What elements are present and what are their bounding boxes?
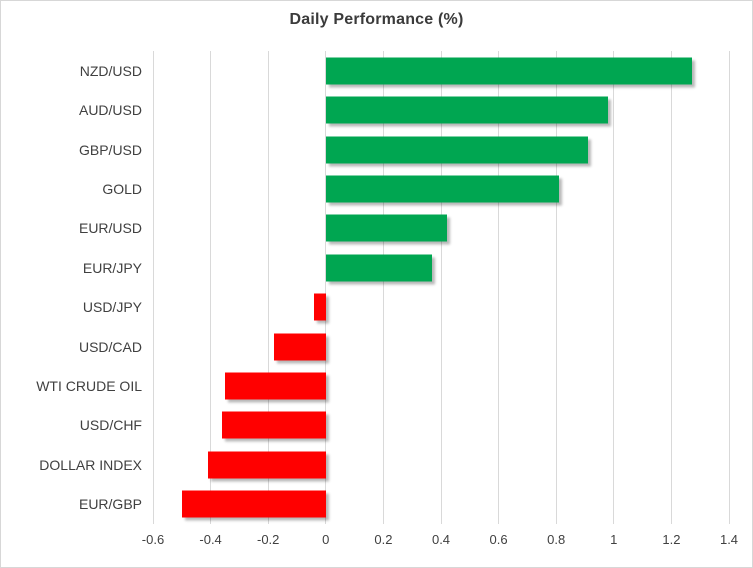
x-tick-label-1.2: 1.2 — [662, 532, 681, 547]
bar-row-usd-chf — [153, 406, 729, 445]
gridline-0 — [325, 51, 327, 524]
category-axis: NZD/USD AUD/USD GBP/USD GOLD EUR/USD EUR/JPY U… — [1, 51, 142, 524]
x-tick-label-1.4: 1.4 — [719, 532, 739, 547]
bar-gbp-usd — [325, 136, 588, 164]
x-tick-label-0: 0 — [322, 532, 330, 547]
x-tick-label-0.8: 0.8 — [547, 532, 566, 547]
gridline--0.6 — [152, 51, 154, 524]
bar-nzd-usd — [325, 57, 692, 85]
bar-row-nzd-usd — [153, 51, 729, 90]
category-label-wti-crude-oil: WTI CRUDE OIL — [36, 377, 142, 394]
bar-aud-usd — [325, 96, 609, 124]
category-label-usd-jpy: USD/JPY — [82, 299, 142, 316]
x-tick-label--0.2: -0.2 — [256, 532, 280, 547]
bar-gold — [325, 175, 560, 203]
x-tick-label--0.6: -0.6 — [141, 532, 165, 547]
bar-row-aud-usd — [153, 90, 729, 129]
bar-dollar-index — [207, 451, 326, 479]
category-label-dollar-index: DOLLAR INDEX — [39, 456, 142, 473]
plot-area — [152, 51, 730, 524]
bar-eur-usd — [325, 214, 447, 242]
bar-row-eur-gbp — [153, 484, 729, 523]
bar-eur-gbp — [181, 490, 326, 518]
bar-series — [153, 51, 729, 524]
gridline-1.2 — [670, 51, 672, 524]
x-tick-label-1: 1 — [610, 532, 618, 547]
x-tick-label--0.4: -0.4 — [199, 532, 222, 547]
gridline-1.4 — [728, 51, 730, 524]
gridline-1 — [613, 51, 615, 524]
category-label-eur-jpy: EUR/JPY — [82, 259, 142, 276]
bar-row-dollar-index — [153, 445, 729, 484]
x-tick-label-0.6: 0.6 — [489, 532, 508, 547]
bar-row-eur-usd — [153, 209, 729, 248]
category-label-usd-cad: USD/CAD — [78, 338, 142, 355]
bar-wti-crude-oil — [225, 372, 326, 400]
category-label-nzd-usd: NZD/USD — [79, 62, 142, 79]
gridline-0.4 — [440, 51, 442, 524]
bar-row-usd-jpy — [153, 287, 729, 326]
gridline-0.8 — [555, 51, 557, 524]
x-tick-label-0.2: 0.2 — [374, 532, 393, 547]
chart-title: Daily Performance (%) — [289, 11, 464, 28]
bar-row-eur-jpy — [153, 248, 729, 287]
x-axis: -0.6 -0.4 -0.2 0 0.2 0.4 0.6 0.8 1 1.2 1.4 — [142, 532, 738, 552]
bar-row-usd-cad — [153, 327, 729, 366]
x-tick-label-0.4: 0.4 — [431, 532, 451, 547]
bar-eur-jpy — [325, 254, 433, 282]
bar-usd-jpy — [314, 293, 326, 321]
bar-row-gbp-usd — [153, 130, 729, 169]
gridline-0.6 — [498, 51, 500, 524]
gridline-0.2 — [382, 51, 384, 524]
category-label-usd-chf: USD/CHF — [79, 417, 142, 434]
bar-usd-cad — [273, 333, 326, 361]
bar-row-gold — [153, 169, 729, 208]
category-label-eur-gbp: EUR/GBP — [78, 496, 142, 513]
gridline--0.2 — [267, 51, 269, 524]
gridline--0.4 — [210, 51, 212, 524]
category-label-gold: GOLD — [102, 180, 142, 197]
category-label-gbp-usd: GBP/USD — [78, 141, 142, 158]
bar-row-wti-crude-oil — [153, 366, 729, 405]
category-label-eur-usd: EUR/USD — [78, 220, 142, 237]
bar-usd-chf — [222, 411, 326, 439]
category-label-aud-usd: AUD/USD — [78, 102, 142, 119]
